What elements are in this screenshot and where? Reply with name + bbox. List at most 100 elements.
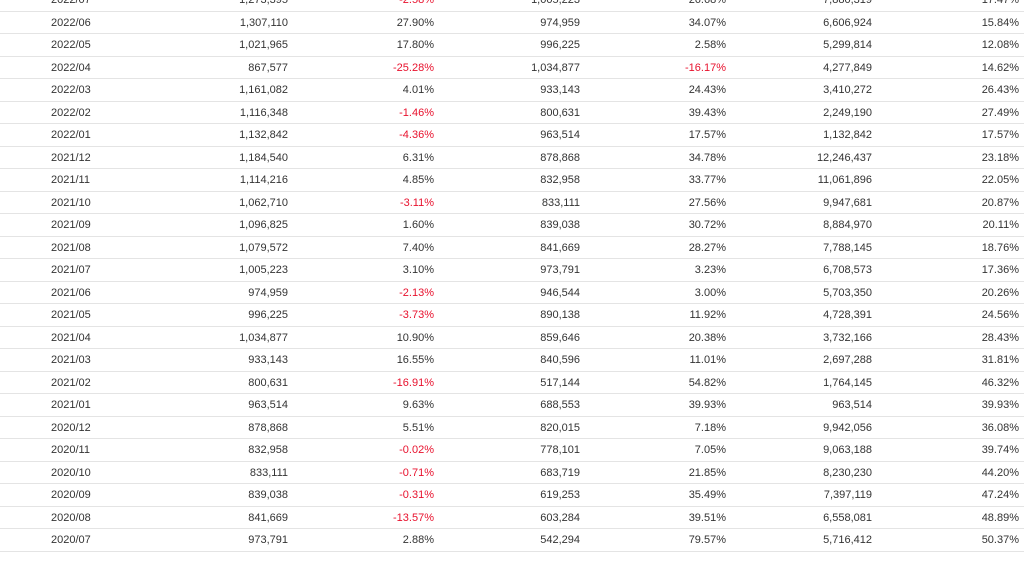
cumulative-yoy-cell: 20.26% [981,286,1019,299]
yoy-change-cell: 21.85% [688,466,726,479]
cumulative-yoy-cell: 28.43% [981,331,1019,344]
mom-change-cell: 3.10% [402,264,434,276]
revenue-cell: 867,577 [248,61,288,74]
cumulative-revenue-cell: 5,703,350 [823,286,872,299]
last-year-revenue-cell: 946,544 [540,286,580,299]
month-cell: 2021/01 [51,399,91,411]
cumulative-revenue-cell: 9,063,188 [823,444,872,456]
mom-change-cell: 7.40% [402,241,434,254]
month-cell: 2020/12 [51,421,91,434]
month-cell: 2021/06 [51,286,91,299]
yoy-change-cell: 27.56% [688,196,726,209]
cumulative-yoy-cell: 18.76% [981,241,1019,254]
revenue-cell: 832,958 [248,444,288,456]
month-cell: 2021/09 [51,219,91,231]
cumulative-yoy-cell: 39.74% [981,444,1019,456]
table-row: 2022/02 1,116,348 -1.46% 800,631 39.43% 2,249… [0,102,1024,124]
revenue-cell: 800,631 [248,376,288,389]
table-row: 2020/12 878,868 5.51% 820,015 7.18% 9,942,056… [0,417,1024,439]
cumulative-yoy-cell: 50.37% [981,534,1019,546]
month-cell: 2021/04 [51,331,91,344]
revenue-cell: 1,116,348 [239,106,288,119]
cumulative-yoy-cell: 17.47% [981,0,1019,6]
revenue-cell: 996,225 [248,309,288,321]
revenue-cell: 1,034,877 [239,331,288,344]
revenue-cell: 1,132,842 [239,129,288,141]
month-cell: 2020/08 [51,511,91,524]
month-cell: 2022/04 [51,61,91,74]
revenue-cell: 933,143 [248,354,288,366]
revenue-cell: 1,273,395 [239,0,288,6]
yoy-change-cell: 33.77% [688,174,726,186]
yoy-change-cell: 7.05% [694,444,726,456]
mom-change-cell: -0.31% [399,489,434,501]
last-year-revenue-cell: 1,005,223 [531,0,580,6]
table-row: 2020/10 833,111 -0.71% 683,719 21.85% 8,230,2… [0,462,1024,484]
yoy-change-cell: 39.43% [688,106,726,119]
table-row: 2022/05 1,021,965 17.80% 996,225 2.58% 5,299,… [0,34,1024,57]
last-year-revenue-cell: 974,959 [540,16,580,29]
yoy-change-cell: 34.78% [688,151,726,164]
table-row: 2021/09 1,096,825 1.60% 839,038 30.72% 8,884,… [0,214,1024,237]
mom-change-cell: 27.90% [396,16,434,29]
mom-change-cell: -4.36% [399,129,434,141]
yoy-change-cell: 2.58% [694,39,726,51]
month-cell: 2020/09 [51,489,91,501]
mom-change-cell: 1.60% [402,219,434,231]
mom-change-cell: 4.85% [402,174,434,186]
yoy-change-cell: 17.57% [688,129,726,141]
cumulative-revenue-cell: 4,277,849 [823,61,872,74]
last-year-revenue-cell: 840,596 [540,354,580,366]
month-cell: 2020/10 [51,466,91,479]
mom-change-cell: -1.46% [399,106,434,119]
last-year-revenue-cell: 800,631 [540,106,580,119]
month-cell: 2021/10 [51,196,91,209]
revenue-cell: 1,005,223 [239,264,288,276]
cumulative-yoy-cell: 36.08% [981,421,1019,434]
cumulative-revenue-cell: 6,708,573 [823,264,872,276]
cumulative-yoy-cell: 22.05% [981,174,1019,186]
mom-change-cell: -0.02% [399,444,434,456]
yoy-change-cell: 34.07% [688,16,726,29]
month-cell: 2021/07 [51,264,91,276]
mom-change-cell: -3.73% [399,309,434,321]
cumulative-yoy-cell: 17.57% [981,129,1019,141]
cumulative-revenue-cell: 2,249,190 [823,106,872,119]
revenue-cell: 1,079,572 [239,241,288,254]
month-cell: 2022/05 [51,39,91,51]
revenue-cell: 1,062,710 [239,196,288,209]
table-row: 2021/01 963,514 9.63% 688,553 39.93% 963,514 3… [0,394,1024,417]
revenue-cell: 973,791 [248,534,288,546]
last-year-revenue-cell: 878,868 [540,151,580,164]
cumulative-revenue-cell: 11,061,896 [817,174,872,186]
last-year-revenue-cell: 996,225 [540,39,580,51]
table-row: 2020/08 841,669 -13.57% 603,284 39.51% 6,558,… [0,507,1024,529]
mom-change-cell: -2.58% [399,0,434,6]
table-row: 2022/04 867,577 -25.28% 1,034,877 -16.17% 4,2… [0,57,1024,79]
month-cell: 2021/05 [51,309,91,321]
revenue-cell: 833,111 [249,466,288,479]
revenue-cell: 1,021,965 [239,39,288,51]
last-year-revenue-cell: 841,669 [540,241,580,254]
table-row: 2021/06 974,959 -2.13% 946,544 3.00% 5,703,35… [0,282,1024,304]
yoy-change-cell: -16.17% [685,61,726,74]
yoy-change-cell: 11.01% [689,354,727,366]
cumulative-yoy-cell: 39.93% [981,399,1019,411]
table-row: 2021/12 1,184,540 6.31% 878,868 34.78% 12,246… [0,147,1024,169]
cumulative-revenue-cell: 1,132,842 [823,129,872,141]
cumulative-revenue-cell: 963,514 [832,399,872,411]
yoy-change-cell: 24.43% [688,84,726,96]
last-year-revenue-cell: 820,015 [540,421,580,434]
mom-change-cell: -0.71% [399,466,434,479]
cumulative-yoy-cell: 23.18% [981,151,1019,164]
last-year-revenue-cell: 963,514 [540,129,580,141]
table-row: 2022/06 1,307,110 27.90% 974,959 34.07% 6,606… [0,12,1024,34]
cumulative-revenue-cell: 9,942,056 [823,421,872,434]
month-cell: 2021/12 [51,151,91,164]
last-year-revenue-cell: 688,553 [540,399,580,411]
cumulative-revenue-cell: 7,788,145 [823,241,872,254]
month-cell: 2021/02 [51,376,91,389]
cumulative-revenue-cell: 1,764,145 [823,376,872,389]
cumulative-revenue-cell: 8,230,230 [823,466,872,479]
